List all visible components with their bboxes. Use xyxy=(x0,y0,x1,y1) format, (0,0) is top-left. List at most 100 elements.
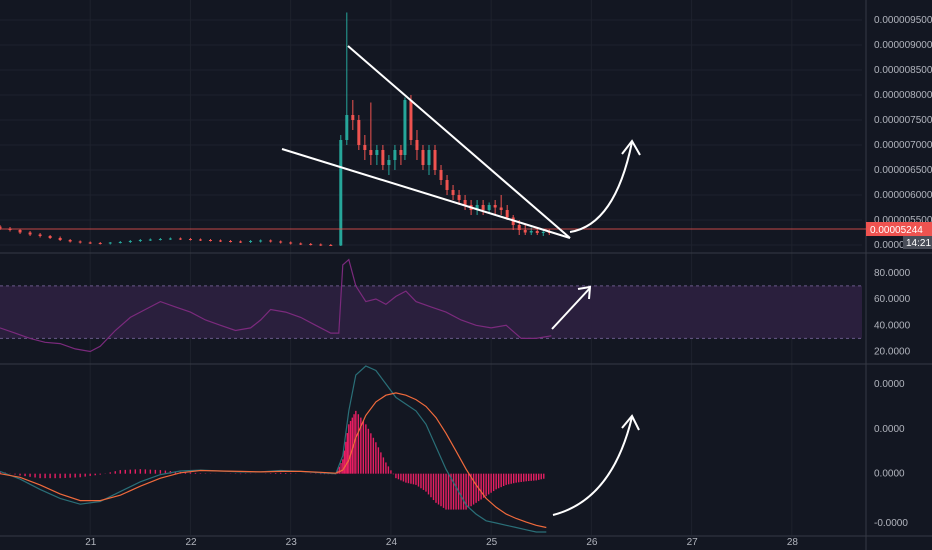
candle-down[interactable] xyxy=(463,200,467,205)
candle-down[interactable] xyxy=(88,242,92,244)
candle-down[interactable] xyxy=(351,115,355,120)
candle-down[interactable] xyxy=(399,150,403,155)
candle-up[interactable] xyxy=(138,240,142,241)
candle-down[interactable] xyxy=(319,244,323,246)
macd-axis-tick-label: -0.0000 xyxy=(874,518,908,529)
candle-down[interactable] xyxy=(269,240,273,242)
candle-up[interactable] xyxy=(487,205,491,210)
candle-down[interactable] xyxy=(208,240,212,241)
candle-down[interactable] xyxy=(309,244,313,245)
macd-panel[interactable] xyxy=(0,365,547,533)
candle-down[interactable] xyxy=(239,241,243,243)
price-axis-tick-label: 0.000008000 xyxy=(874,90,932,101)
rsi-axis-tick-label: 20.0000 xyxy=(874,347,911,358)
wedge-lower-trendline xyxy=(281,148,571,239)
price-axis-tick-label: 0.000006000 xyxy=(874,190,932,201)
rsi-breakout-arrow xyxy=(551,287,591,330)
candle-down[interactable] xyxy=(198,239,202,241)
candle-up[interactable] xyxy=(128,241,132,242)
candle-up[interactable] xyxy=(403,100,407,155)
candle-down[interactable] xyxy=(58,238,62,240)
rsi-axis-tick-label: 60.0000 xyxy=(874,294,911,305)
rsi-axis-tick-label: 80.0000 xyxy=(874,268,911,279)
macd-line[interactable] xyxy=(0,365,547,533)
candle-up[interactable] xyxy=(158,239,162,240)
candle-up[interactable] xyxy=(259,240,263,242)
time-axis-tick-label: 25 xyxy=(486,537,498,548)
candle-down[interactable] xyxy=(279,241,283,243)
candle-down[interactable] xyxy=(357,120,361,145)
candle-down[interactable] xyxy=(433,150,437,170)
candle-down[interactable] xyxy=(499,207,503,211)
candle-down[interactable] xyxy=(299,243,303,245)
candle-down[interactable] xyxy=(381,150,385,165)
candle-down[interactable] xyxy=(28,232,32,235)
candle-down[interactable] xyxy=(363,145,367,150)
candle-down[interactable] xyxy=(493,205,497,208)
candle-down[interactable] xyxy=(68,240,72,242)
time-axis-tick-label: 27 xyxy=(687,537,699,548)
drawing-annotations xyxy=(281,45,641,516)
candle-down[interactable] xyxy=(0,226,2,229)
candle-down[interactable] xyxy=(523,230,527,233)
current-price-tag[interactable] xyxy=(866,222,932,236)
candle-down[interactable] xyxy=(329,245,333,246)
time-axis-tick-label: 21 xyxy=(85,537,97,548)
candle-up[interactable] xyxy=(529,231,533,233)
current-price-value: 0.00005244 xyxy=(870,225,923,236)
candle-down[interactable] xyxy=(409,100,413,140)
candle-up[interactable] xyxy=(168,238,172,240)
macd-signal-line[interactable] xyxy=(0,392,547,529)
candle-down[interactable] xyxy=(535,231,539,233)
candle-up[interactable] xyxy=(345,115,349,140)
candle-down[interactable] xyxy=(219,240,223,242)
candle-down[interactable] xyxy=(421,150,425,165)
candle-up[interactable] xyxy=(375,150,379,155)
candle-down[interactable] xyxy=(451,190,455,195)
candle-down[interactable] xyxy=(517,225,521,230)
rsi-axis-tick-label: 40.0000 xyxy=(874,320,911,331)
candle-up[interactable] xyxy=(387,160,391,165)
candle-down[interactable] xyxy=(38,234,42,237)
price-axis-tick-label: 0.000008500 xyxy=(874,65,932,76)
rsi-panel[interactable] xyxy=(0,258,862,353)
candle-down[interactable] xyxy=(457,195,461,200)
rsi-line[interactable] xyxy=(0,258,552,353)
candle-up[interactable] xyxy=(249,241,253,242)
price-axis-tick-label: 0.000005500 xyxy=(874,215,932,226)
candle-down[interactable] xyxy=(229,241,233,242)
candle-down[interactable] xyxy=(415,140,419,150)
candle-up[interactable] xyxy=(108,242,112,244)
candle-down[interactable] xyxy=(445,180,449,190)
candle-down[interactable] xyxy=(18,230,22,233)
candle-down[interactable] xyxy=(188,239,192,240)
time-axis-tick-label: 23 xyxy=(286,537,298,548)
candle-down[interactable] xyxy=(481,205,485,210)
candle-down[interactable] xyxy=(369,150,373,155)
candle-up[interactable] xyxy=(427,150,431,165)
candle-down[interactable] xyxy=(98,243,102,244)
price-breakout-arrowhead xyxy=(621,139,641,156)
axes: 0.0000095000.0000090000.0000085000.00000… xyxy=(85,15,932,548)
price-panel[interactable] xyxy=(0,12,866,247)
price-axis-tick-label: 0.000007000 xyxy=(874,140,932,151)
candle-up[interactable] xyxy=(541,232,545,233)
candle-down[interactable] xyxy=(439,170,443,180)
candle-down[interactable] xyxy=(289,242,293,244)
price-breakout-arrow xyxy=(569,141,633,233)
candle-up[interactable] xyxy=(475,205,479,210)
candle-down[interactable] xyxy=(48,236,52,238)
candle-down[interactable] xyxy=(178,238,182,240)
candle-down[interactable] xyxy=(505,210,509,218)
candle-up[interactable] xyxy=(393,150,397,160)
candle-up[interactable] xyxy=(148,239,152,241)
candle-up[interactable] xyxy=(339,140,343,246)
price-axis-tick-label: 0.000006500 xyxy=(874,165,932,176)
countdown-tag xyxy=(903,236,932,249)
candle-up[interactable] xyxy=(118,242,122,243)
price-axis-tick-label: 0.000009000 xyxy=(874,40,932,51)
candle-down[interactable] xyxy=(78,241,82,243)
macd-axis-tick-label: 0.0000 xyxy=(874,379,905,390)
